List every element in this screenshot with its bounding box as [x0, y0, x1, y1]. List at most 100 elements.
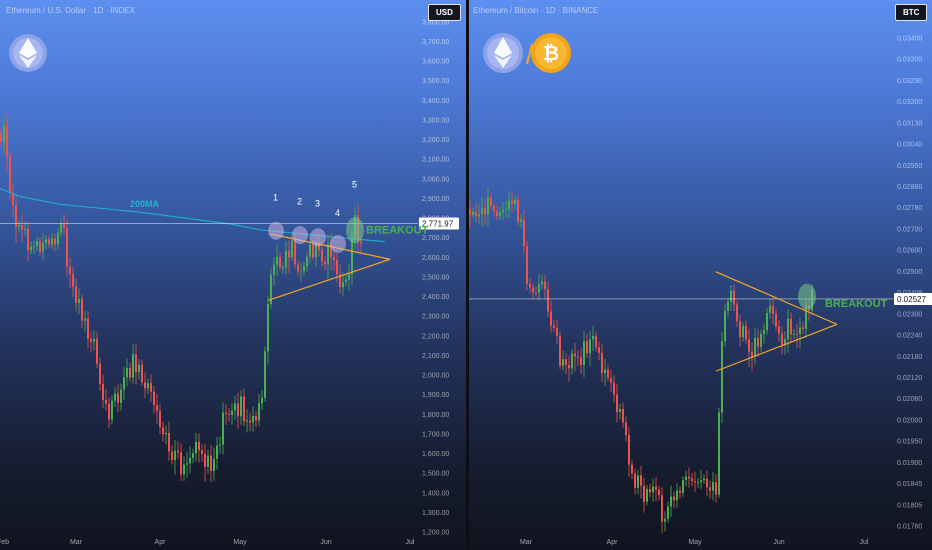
candle-up	[276, 256, 278, 265]
y-tick-label: 0.02060	[897, 396, 922, 403]
candle-down	[177, 450, 179, 453]
candle-down	[610, 377, 612, 383]
y-tick-label: 2,600.00	[422, 255, 449, 262]
candle-down	[553, 325, 555, 328]
currency-button[interactable]: USD	[428, 4, 461, 21]
candle-up	[664, 518, 666, 522]
candle-up	[652, 486, 654, 493]
candle-up	[787, 318, 789, 340]
candle-up	[51, 238, 53, 245]
candle-up	[126, 367, 128, 378]
candle-up	[562, 359, 564, 366]
y-tick-label: 0.01950	[897, 439, 922, 446]
candle-down	[99, 363, 101, 385]
candle-up	[769, 305, 771, 313]
y-tick-label: 0.01845	[897, 481, 922, 488]
candle-down	[162, 427, 164, 435]
candle-up	[727, 301, 729, 311]
eth-btc-chart[interactable]: 0.01760 0.01805 0.01845 0.01900 0.01950 0.020…	[469, 0, 932, 550]
coin-icons: ₿	[483, 33, 571, 73]
candle-down	[156, 404, 158, 412]
eth-btc-chart-panel[interactable]: 0.01760 0.01805 0.01845 0.01900 0.01950 0.020…	[469, 0, 932, 550]
candle-down	[102, 384, 104, 400]
y-tick-label: 0.01760	[897, 524, 922, 531]
x-tick-label: Mar	[520, 539, 533, 546]
candle-up	[589, 339, 591, 354]
candle-down	[751, 351, 753, 358]
candle-down	[595, 335, 597, 348]
candle-up	[132, 354, 134, 378]
candle-down	[324, 261, 326, 265]
candle-down	[336, 260, 338, 275]
candle-up	[520, 219, 522, 222]
candle-down	[772, 305, 774, 314]
candle-down	[129, 367, 131, 378]
candle-up	[282, 267, 284, 269]
candle-up	[183, 464, 185, 475]
y-tick-label: 0.03300	[897, 57, 922, 64]
candle-up	[481, 208, 483, 214]
candle-up	[784, 339, 786, 346]
candle-up	[721, 341, 723, 413]
candle-down	[333, 256, 335, 261]
candle-up	[33, 246, 35, 248]
candle-down	[736, 304, 738, 322]
candle-up	[3, 125, 5, 142]
candle-up	[216, 445, 218, 459]
y-tick-label: 0.02300	[897, 311, 922, 318]
candle-down	[688, 476, 690, 479]
candle-down	[631, 464, 633, 474]
candle-up	[192, 453, 194, 458]
candle-up	[300, 271, 302, 273]
candle-down	[661, 495, 663, 522]
candle-up	[195, 441, 197, 454]
candle-up	[571, 353, 573, 369]
candle-down	[757, 337, 759, 347]
y-tick-label: 0.01805	[897, 502, 922, 509]
candle-up	[345, 279, 347, 282]
x-tick-label: May	[233, 539, 247, 546]
candle-up	[234, 403, 236, 411]
candle-up	[174, 450, 176, 461]
candle-down	[87, 318, 89, 339]
y-tick-label: 3,100.00	[422, 157, 449, 164]
candle-down	[733, 290, 735, 305]
candle-down	[568, 364, 570, 369]
triangle-lower-line	[267, 258, 391, 302]
candle-up	[805, 305, 807, 330]
candle-up	[219, 444, 221, 446]
triangle-upper-line	[269, 233, 391, 260]
candle-down	[198, 441, 200, 451]
candle-down	[255, 415, 257, 421]
candle-up	[472, 211, 474, 216]
candle-down	[709, 487, 711, 491]
candle-up	[30, 246, 32, 251]
touch-marker	[310, 228, 326, 247]
candle-down	[802, 327, 804, 330]
breakout-label: BREAKOUT	[825, 298, 888, 310]
candle-up	[478, 213, 480, 217]
x-tick-label: May	[688, 539, 702, 546]
candle-up	[93, 338, 95, 342]
candle-up	[760, 333, 762, 347]
candle-down	[613, 382, 615, 395]
x-tick-label: Jun	[320, 539, 331, 546]
eth-usd-chart-panel[interactable]: 1,200.00 1,300.00 1,400.00 1,500.00 1,600.00…	[0, 0, 466, 550]
ma200-label: 200MA	[130, 199, 160, 209]
candle-up	[207, 455, 209, 467]
currency-button[interactable]: BTC	[895, 4, 928, 21]
candle-down	[706, 478, 708, 488]
candle-up	[186, 463, 188, 465]
candle-down	[297, 264, 299, 272]
x-tick-label: Feb	[0, 539, 9, 546]
chart-background	[0, 0, 466, 550]
candle-up	[138, 364, 140, 373]
candle-down	[577, 356, 579, 358]
current-price-tag	[419, 217, 459, 230]
candle-down	[63, 223, 65, 228]
candle-down	[586, 341, 588, 354]
eth-usd-chart[interactable]: 1,200.00 1,300.00 1,400.00 1,500.00 1,600.00…	[0, 0, 466, 550]
candle-down	[532, 287, 534, 293]
candle-down	[556, 327, 558, 336]
candle-down	[279, 256, 281, 268]
